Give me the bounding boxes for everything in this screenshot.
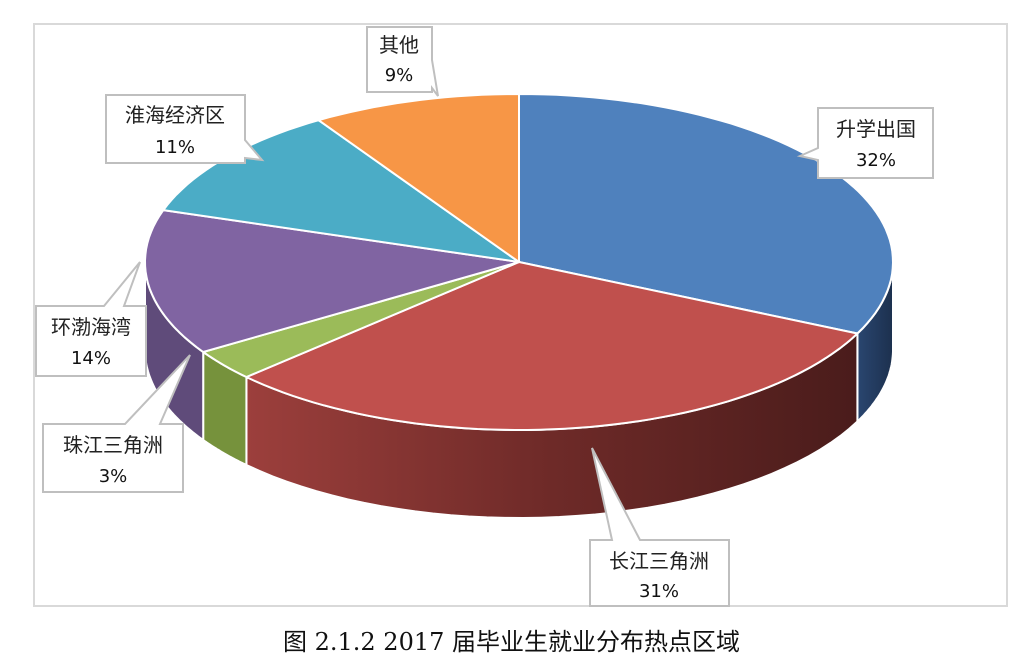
data-label-huaihai: 淮海经济区 11% [105,94,265,164]
label-name: 其他 [379,33,419,57]
pie-slice-changjiang [245,261,859,431]
data-label-shengxue: 升学出国 32% [796,107,934,179]
label-percent: 9% [385,65,414,86]
label-percent: 11% [155,137,195,158]
figure-caption: 图 2.1.2 2017 届毕业生就业分布热点区域 [282,628,741,656]
label-name: 淮海经济区 [125,103,225,127]
label-name: 环渤海湾 [51,315,131,339]
data-label-huanbohai: 环渤海湾 14% [35,261,147,377]
label-percent: 32% [856,150,896,171]
pie-top [144,93,894,431]
label-name: 升学出国 [836,117,916,141]
label-percent: 14% [71,348,111,369]
label-percent: 3% [99,466,128,487]
label-percent: 31% [639,581,679,602]
pie-slice-qita [317,93,520,263]
pie-slice-huanbohai [144,209,520,353]
pie-slice-zhujiang [202,261,520,378]
data-label-qita: 其他 9% [366,26,439,97]
label-name: 珠江三角洲 [63,433,163,457]
data-label-changjiang: 长江三角洲 31% [589,447,730,607]
label-name: 长江三角洲 [609,549,709,573]
data-label-zhujiang: 珠江三角洲 3% [42,354,191,493]
